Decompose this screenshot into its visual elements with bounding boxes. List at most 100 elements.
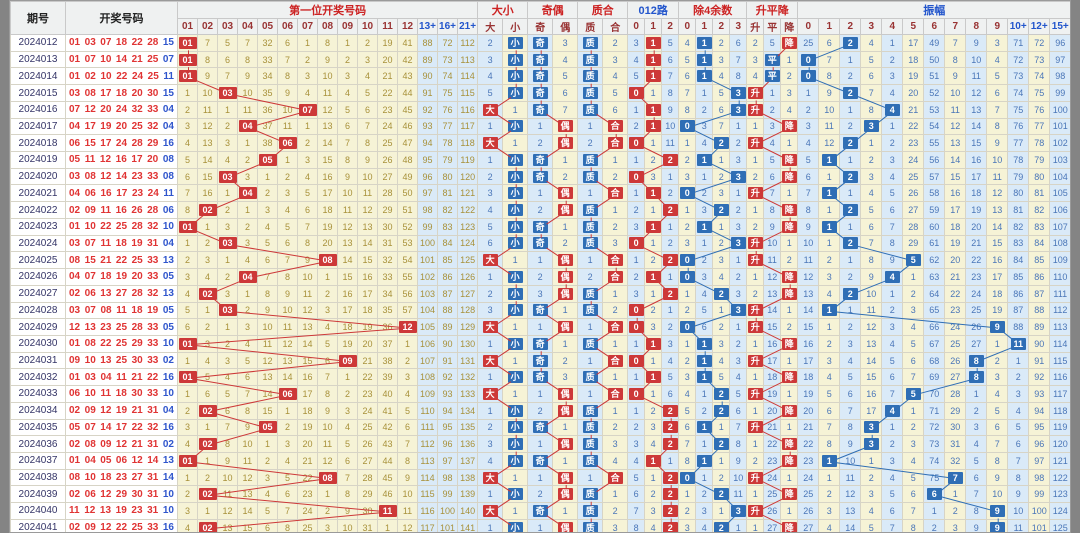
trend-cell: 1	[477, 518, 504, 532]
miss-value: 18	[362, 305, 373, 316]
trend-cell: 偶	[552, 117, 579, 136]
miss-value: 9	[735, 455, 741, 466]
hit-box: 04	[238, 270, 257, 283]
hit-box: 03	[218, 170, 237, 183]
trend-cell: 13	[797, 284, 820, 303]
miss-value: 3	[684, 171, 690, 182]
miss-value: 2	[847, 271, 853, 282]
miss-value: 27	[950, 372, 961, 383]
miss-value: 1	[264, 171, 270, 182]
miss-value: 11	[242, 455, 253, 466]
miss-value: 8	[244, 54, 250, 65]
red-ball: 02	[69, 522, 81, 533]
miss-value: 62	[929, 255, 940, 266]
trend-cell: 4	[902, 451, 925, 470]
trend-cell: 89	[437, 318, 458, 336]
trend-cell: 5	[678, 401, 697, 420]
trend-cell: 2	[277, 167, 298, 186]
trend-cell: 14	[337, 251, 358, 270]
trend-cell: 2	[695, 184, 714, 203]
miss-value: 2	[562, 171, 568, 182]
trend-cell: 26	[944, 351, 967, 370]
hit-box: 质	[582, 438, 598, 451]
trend-cell: 2	[217, 117, 238, 136]
hit-box: 偶	[557, 254, 573, 267]
trend-cell: 101	[1049, 117, 1070, 136]
trend-cell: 2	[965, 401, 988, 420]
miss-value: 18	[322, 205, 333, 216]
miss-value: 15	[242, 522, 253, 533]
draw-numbers: 06 10 11 18 30 33 10	[67, 388, 177, 399]
trend-cell: 合	[602, 134, 629, 153]
miss-value: 12	[262, 355, 273, 366]
miss-value: 3	[324, 522, 330, 533]
red-ball: 10	[84, 472, 96, 484]
miss-value: 13	[302, 322, 313, 333]
hit-box: 0	[800, 53, 816, 66]
trend-cell: 2	[780, 67, 799, 86]
trend-cell: 11	[818, 117, 841, 136]
trend-cell: 7	[627, 502, 646, 520]
miss-value: 8	[284, 71, 290, 82]
trend-cell: 15	[337, 268, 358, 286]
trend-cell: 13	[197, 134, 218, 153]
hit-box: 0	[679, 270, 695, 283]
trend-cell: 35	[257, 84, 278, 102]
trend-cell: 2	[661, 485, 680, 504]
trend-cell: 10	[763, 234, 782, 253]
miss-value: 1	[562, 455, 568, 466]
trend-cell: 8	[818, 67, 841, 86]
red-ball: 12	[84, 505, 96, 517]
trend-cell: 小	[502, 217, 529, 236]
trend-cell: 80	[1028, 167, 1051, 186]
miss-value: 6	[224, 405, 230, 416]
trend-cell: 17	[297, 385, 318, 403]
miss-value: 5	[633, 71, 639, 82]
trend-cell: 1	[695, 50, 714, 69]
miss-value: 5	[889, 355, 895, 366]
trend-cell: 5	[902, 385, 925, 403]
trend-cell: 小	[502, 518, 529, 532]
miss-value: 7	[952, 37, 958, 48]
trend-cell: 6	[177, 318, 198, 336]
miss-value: 33	[382, 271, 393, 282]
trend-cell: 2	[397, 351, 418, 370]
miss-value: 24	[382, 121, 393, 132]
miss-value: 14	[262, 388, 273, 399]
miss-value: 2	[244, 154, 250, 165]
miss-value: 9	[244, 71, 250, 82]
miss-value: 22	[803, 439, 814, 450]
hit-box: 2	[713, 287, 729, 300]
table-row: 2024029 12 13 23 25 28 33 05 6 2 1 3 10 11 13 4 18 19 36 12…	[10, 318, 1070, 336]
red-ball: 31	[147, 505, 159, 517]
trend-cell: 2	[839, 234, 862, 253]
hit-box: 1	[821, 220, 837, 233]
trend-cell: 1	[678, 201, 697, 219]
miss-value: 1	[786, 355, 792, 366]
trend-cell: 奇	[527, 217, 554, 236]
trend-cell: 1	[780, 50, 799, 69]
trend-cell: 81	[1007, 201, 1030, 219]
column-header: 降	[780, 18, 799, 35]
trend-cell: 4	[797, 134, 820, 153]
miss-value: 5	[324, 338, 330, 349]
trend-cell: 奇	[527, 368, 554, 387]
trend-cell: 1	[552, 151, 579, 169]
trend-cell: 7	[818, 50, 841, 69]
miss-value: 6	[284, 238, 290, 249]
table-row: 2024014 01 02 10 22 24 25 11 01 9 7 9 34 8 3 10 3 4 21 43 90…	[10, 67, 1070, 86]
trend-cell: 2	[881, 435, 904, 453]
trend-cell: 11	[944, 100, 967, 119]
red-ball: 15	[84, 254, 96, 266]
red-ball: 11	[100, 204, 112, 216]
miss-value: 2	[684, 154, 690, 165]
trend-cell: 1	[602, 401, 629, 420]
trend-cell: 4	[197, 268, 218, 286]
miss-value: 3	[244, 171, 250, 182]
trend-cell: 2	[177, 485, 198, 504]
miss-value: 74	[929, 455, 940, 466]
miss-value: 26	[908, 188, 919, 199]
group-header: 除4余数	[678, 1, 748, 19]
trend-cell: 9	[337, 167, 358, 186]
red-ball: 33	[147, 355, 159, 367]
